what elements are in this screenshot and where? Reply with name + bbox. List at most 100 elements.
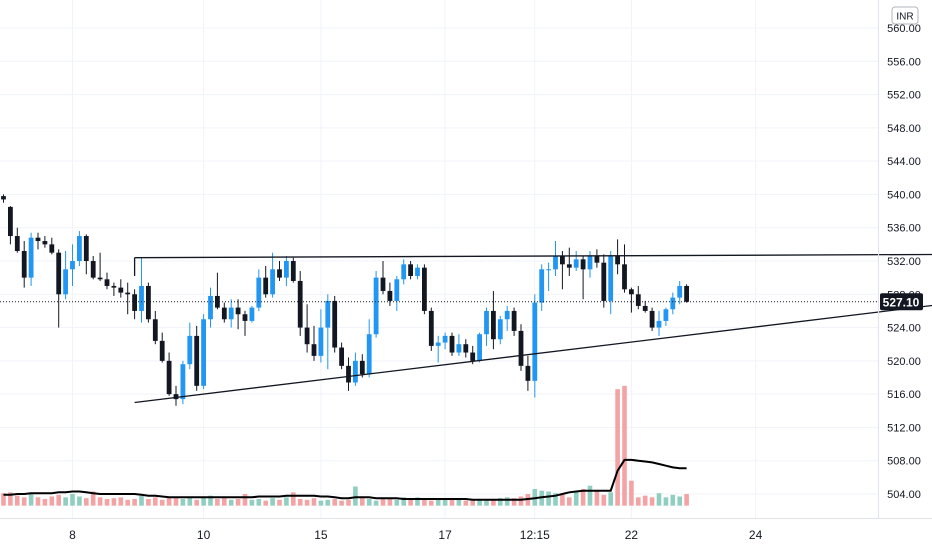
trendlines[interactable] — [133, 253, 932, 404]
candle-body — [622, 264, 627, 290]
volume-bar — [97, 497, 103, 506]
candle-body — [580, 259, 586, 270]
candle — [97, 252, 103, 281]
price-tick-label: 520.00 — [887, 356, 921, 368]
volume-bar — [353, 486, 358, 506]
volume-bar — [249, 499, 255, 506]
candle — [594, 249, 600, 268]
candle — [573, 251, 579, 271]
candle-body — [235, 307, 241, 315]
candle-body — [263, 277, 269, 295]
candle — [263, 265, 269, 298]
grid-lines — [0, 0, 878, 518]
time-tick-label: 22 — [625, 528, 639, 542]
volume-bar — [408, 498, 413, 506]
candle-body — [504, 310, 510, 320]
volume-bar — [615, 389, 620, 506]
time-tick-label: 10 — [197, 528, 211, 542]
price-axis[interactable]: 504.00508.00512.00516.00520.00524.00528.… — [887, 23, 921, 501]
candle-body — [146, 285, 151, 320]
candle-body — [449, 335, 455, 353]
candle — [622, 244, 627, 293]
volume-bar — [15, 495, 20, 506]
volume-bar — [173, 498, 179, 506]
volume-bar — [567, 497, 572, 506]
volume-bar — [139, 495, 144, 506]
volume-bar — [387, 498, 393, 506]
volume-bar — [360, 498, 365, 506]
price-tick-label: 556.00 — [887, 56, 921, 68]
candle — [642, 300, 648, 313]
candle — [394, 275, 400, 311]
candle — [208, 287, 213, 328]
volume-bar — [504, 497, 510, 506]
candle — [325, 294, 331, 370]
time-axis[interactable]: 8 10 15 17 12:15 22 24 — [69, 528, 762, 542]
candles — [1, 194, 689, 406]
volume-bar — [263, 500, 268, 506]
volume-bar — [215, 498, 220, 506]
price-tick-label: 548.00 — [887, 123, 921, 135]
candle-body — [587, 256, 593, 270]
candle — [629, 287, 634, 313]
candle — [608, 251, 614, 315]
volume-bar — [546, 491, 551, 506]
price-tick-label: 512.00 — [887, 422, 921, 434]
candle-body — [332, 300, 338, 348]
resistance-trendline[interactable] — [134, 253, 932, 259]
price-tick-label: 508.00 — [887, 456, 921, 468]
volume-bar — [242, 494, 248, 506]
candle — [118, 279, 124, 298]
candle — [449, 332, 455, 356]
candle-body — [594, 256, 600, 263]
candle — [256, 269, 262, 311]
volume-bar — [180, 498, 186, 506]
candle — [8, 206, 13, 245]
candle-body — [484, 310, 489, 335]
candle-body — [242, 314, 248, 321]
volume-bar — [8, 492, 13, 506]
volume-bar — [222, 498, 227, 506]
volume-bar — [587, 485, 593, 506]
volume-bar — [311, 498, 317, 506]
volume-bar — [463, 500, 469, 506]
candle — [408, 261, 413, 280]
volume-bar — [491, 499, 496, 506]
volume-bar — [435, 499, 441, 506]
candle-body — [290, 261, 296, 281]
candle-body — [111, 285, 117, 288]
candle — [587, 251, 593, 278]
candle-body — [366, 334, 372, 375]
candle — [111, 282, 117, 296]
price-tick-label: 504.00 — [887, 489, 921, 501]
volume-moving-average-line — [3, 458, 687, 501]
price-tick-label: 516.00 — [887, 389, 921, 401]
volume-bar — [90, 491, 96, 506]
volume-bar — [125, 499, 130, 506]
candle-body — [608, 256, 614, 301]
volume-bar — [498, 498, 503, 506]
candle-body — [553, 256, 558, 270]
currency-button[interactable]: INR — [891, 6, 919, 25]
candle — [401, 259, 407, 285]
candle-body — [539, 269, 545, 303]
candle — [601, 254, 607, 308]
candle — [332, 295, 338, 353]
candle-body — [422, 267, 427, 311]
volume-bar — [401, 497, 406, 506]
volume-bar — [194, 499, 199, 506]
price-tick-label: 560.00 — [887, 23, 921, 35]
candle-body — [649, 310, 655, 328]
volume-bar — [560, 494, 565, 506]
candle — [104, 272, 110, 290]
candle-body — [173, 394, 179, 400]
candle — [242, 310, 248, 336]
candle-body — [497, 319, 503, 340]
candle — [346, 357, 351, 391]
candle-body — [470, 352, 476, 361]
candle-body — [428, 310, 434, 346]
support-trendline[interactable] — [134, 301, 932, 404]
candle-body — [463, 344, 469, 353]
candle-body — [42, 241, 48, 245]
